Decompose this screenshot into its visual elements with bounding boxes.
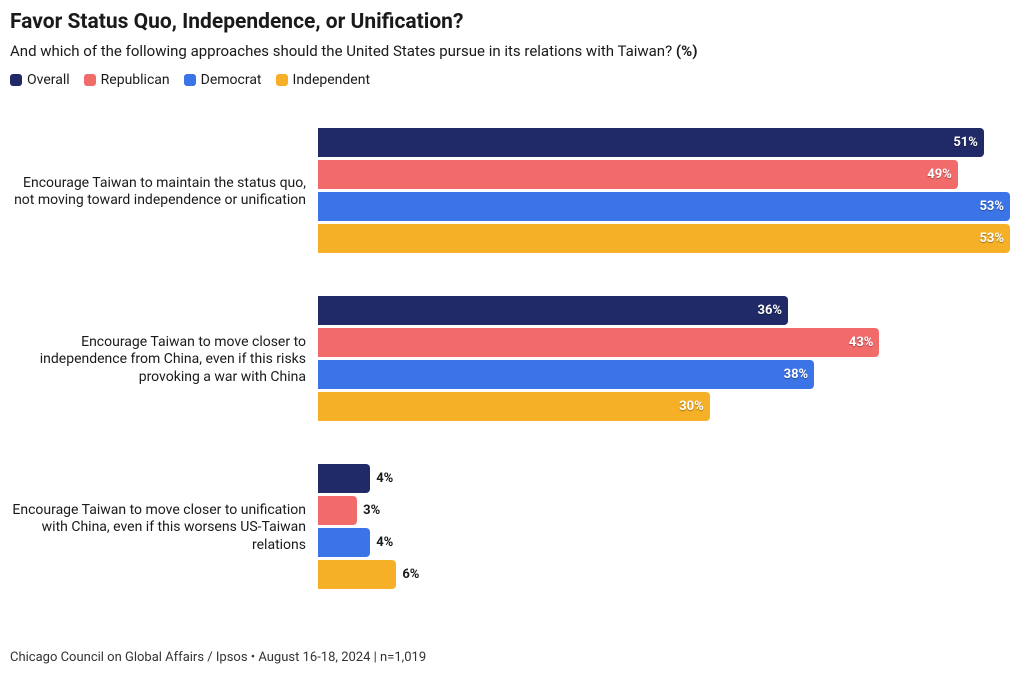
bar-value: 49% <box>927 167 952 182</box>
bar-value: 36% <box>758 303 783 318</box>
bar-value: 53% <box>979 231 1004 246</box>
bar-row: 53% <box>318 192 1010 221</box>
group-label: Encourage Taiwan to maintain the status … <box>10 108 318 276</box>
chart-title: Favor Status Quo, Independence, or Unifi… <box>10 10 1010 34</box>
legend-swatch <box>10 74 22 86</box>
bar-value: 3% <box>363 503 380 518</box>
group-bars: 51% 49% 53% 53% <box>318 108 1010 276</box>
bar: 4% <box>318 464 370 493</box>
group-bars: 36% 43% 38% 30% <box>318 276 1010 444</box>
chart-group: Encourage Taiwan to move closer to indep… <box>10 276 1010 444</box>
bar: 4% <box>318 528 370 557</box>
legend-label: Democrat <box>201 72 262 88</box>
bar: 51% <box>318 128 984 157</box>
bar-value: 4% <box>376 535 393 550</box>
legend-item: Overall <box>10 72 70 88</box>
legend-label: Overall <box>27 72 70 88</box>
legend-swatch <box>276 74 288 86</box>
source-footer: Chicago Council on Global Affairs / Ipso… <box>10 650 1010 665</box>
legend: Overall Republican Democrat Independent <box>10 72 1010 88</box>
legend-label: Republican <box>101 72 170 88</box>
bar-row: 38% <box>318 360 1010 389</box>
bar-value: 51% <box>953 135 978 150</box>
bar-row: 4% <box>318 464 1010 493</box>
chart-group: Encourage Taiwan to maintain the status … <box>10 108 1010 276</box>
bar: 36% <box>318 296 788 325</box>
chart-subtitle: And which of the following approaches sh… <box>10 42 1010 60</box>
bar-row: 30% <box>318 392 1010 421</box>
bar-row: 53% <box>318 224 1010 253</box>
bar-row: 4% <box>318 528 1010 557</box>
legend-item: Democrat <box>184 72 262 88</box>
bar: 53% <box>318 224 1010 253</box>
bar-value: 4% <box>376 471 393 486</box>
bar-row: 49% <box>318 160 1010 189</box>
subtitle-text: And which of the following approaches sh… <box>10 42 676 60</box>
group-label: Encourage Taiwan to move closer to indep… <box>10 276 318 444</box>
subtitle-pct: (%) <box>676 42 698 60</box>
legend-label: Independent <box>293 72 371 88</box>
bar: 30% <box>318 392 710 421</box>
bar-chart: Encourage Taiwan to maintain the status … <box>10 108 1010 612</box>
bar-value: 38% <box>784 367 809 382</box>
bar: 38% <box>318 360 814 389</box>
bar-value: 6% <box>402 567 419 582</box>
bar: 49% <box>318 160 958 189</box>
legend-swatch <box>184 74 196 86</box>
group-bars: 4% 3% 4% 6% <box>318 444 1010 612</box>
bar: 53% <box>318 192 1010 221</box>
bar-value: 30% <box>679 399 704 414</box>
bar-row: 36% <box>318 296 1010 325</box>
bar-row: 6% <box>318 560 1010 589</box>
bar: 6% <box>318 560 396 589</box>
bar-row: 43% <box>318 328 1010 357</box>
bar-value: 43% <box>849 335 874 350</box>
bar: 43% <box>318 328 879 357</box>
bar-row: 51% <box>318 128 1010 157</box>
legend-swatch <box>84 74 96 86</box>
chart-group: Encourage Taiwan to move closer to unifi… <box>10 444 1010 612</box>
legend-item: Independent <box>276 72 371 88</box>
bar-row: 3% <box>318 496 1010 525</box>
bar: 3% <box>318 496 357 525</box>
group-label: Encourage Taiwan to move closer to unifi… <box>10 444 318 612</box>
legend-item: Republican <box>84 72 170 88</box>
bar-value: 53% <box>979 199 1004 214</box>
